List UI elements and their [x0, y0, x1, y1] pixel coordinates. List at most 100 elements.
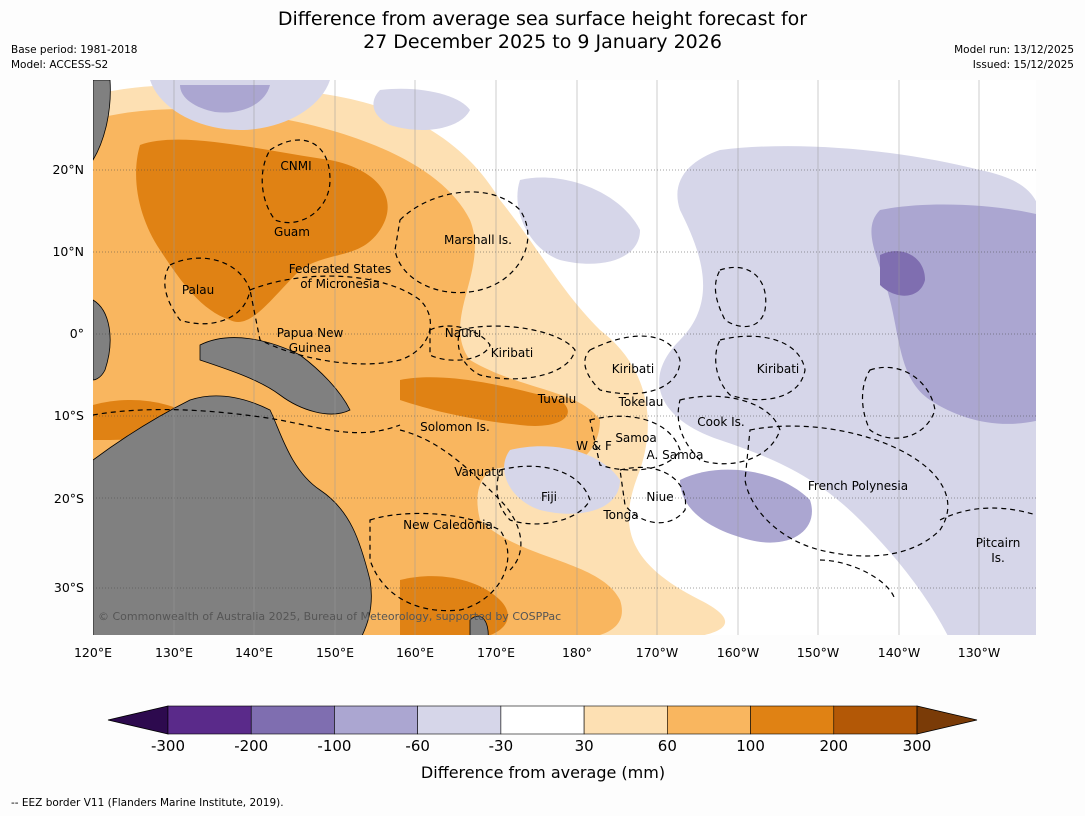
colorbar-tick: 100 [736, 737, 765, 755]
lon-label: 140°W [878, 645, 920, 660]
region-label: Kiribati [612, 362, 654, 376]
map-title: Difference from average sea surface heig… [0, 8, 1085, 54]
colorbar-segment [167, 705, 252, 735]
region-label: Niue [646, 490, 673, 504]
lon-label: 150°E [316, 645, 354, 660]
colorbar-tick: 200 [819, 737, 848, 755]
colorbar-tick: -60 [405, 737, 430, 755]
colorbar-tick: -30 [489, 737, 514, 755]
colorbar-segment [334, 705, 418, 735]
colorbar-segment [583, 705, 668, 735]
anomaly-region-dark-orange [400, 377, 568, 426]
lat-label: 10°S [54, 408, 84, 423]
lat-label: 0° [70, 326, 84, 341]
colorbar-tick: 60 [658, 737, 677, 755]
asia-landmass [93, 80, 111, 161]
lon-label: 120°E [74, 645, 112, 660]
region-label: Cook Is. [697, 415, 744, 429]
colorbar-extend-high [916, 705, 978, 735]
colorbar-segment [417, 705, 502, 735]
lon-label: 130°W [958, 645, 1000, 660]
region-label: Palau [182, 283, 214, 297]
title-line-2: 27 December 2025 to 9 January 2026 [363, 31, 722, 53]
eez-borders [93, 139, 1036, 612]
colorbar-tick: 300 [903, 737, 932, 755]
copyright-text: © Commonwealth of Australia 2025, Bureau… [98, 610, 561, 623]
model-run-info: Model run: 13/12/2025 Issued: 15/12/2025 [954, 43, 1074, 73]
region-label: Federated States [289, 262, 391, 276]
colorbar-segment [833, 705, 918, 735]
anomaly-region-light-purple [504, 446, 620, 514]
colorbar-segment [750, 705, 835, 735]
colorbar-segment [667, 705, 751, 735]
longitude-labels: 120°E 130°E 140°E 150°E 160°E 170°E 180° 170°W 1… [74, 645, 1000, 660]
lat-label: 20°N [52, 162, 84, 177]
colorbar-segment [500, 705, 585, 735]
colorbar: -300 -200 -100 -60 -30 30 60 100 200 300 [107, 705, 978, 755]
colorbar-label: Difference from average (mm) [421, 763, 665, 782]
sst-anomaly-fields: © Commonwealth of Australia 2025, Bureau… [93, 80, 1036, 635]
lat-label: 20°S [54, 491, 84, 506]
colorbar-tick: -300 [151, 737, 185, 755]
region-label: Solomon Is. [420, 420, 490, 434]
region-label: Marshall Is. [444, 233, 512, 247]
lon-label: 170°W [636, 645, 678, 660]
colorbar-tick: 30 [575, 737, 594, 755]
lon-label: 170°E [477, 645, 515, 660]
region-label: Pitcairn [976, 536, 1021, 550]
lat-label: 30°S [54, 580, 84, 595]
graticule [93, 169, 1036, 589]
new-zealand-landmass [469, 615, 489, 635]
region-label: A. Samoa [647, 448, 704, 462]
region-label: Vanuatu [454, 465, 504, 479]
title-line-1: Difference from average sea surface heig… [277, 8, 808, 30]
lon-label: 160°W [717, 645, 759, 660]
region-label: Kiribati [757, 362, 799, 376]
region-label: Guam [274, 225, 310, 239]
region-label: Tokelau [618, 395, 664, 409]
eez-legend: -- EEZ border V11 (Flanders Marine Insti… [11, 797, 284, 809]
new-guinea-landmass [199, 337, 351, 415]
meridians [173, 80, 980, 635]
lon-label: 130°E [155, 645, 193, 660]
anomaly-region-dark-orange [136, 139, 388, 322]
model-run: Model run: 13/12/2025 [954, 44, 1074, 56]
lon-label: 150°W [797, 645, 839, 660]
colorbar-segment [250, 705, 335, 735]
region-label: Papua New [277, 326, 344, 340]
region-label: Guinea [289, 341, 332, 355]
lat-label: 10°N [52, 244, 84, 259]
region-label: CNMI [280, 159, 311, 173]
region-label: Nauru [445, 326, 481, 340]
region-label: French Polynesia [808, 479, 908, 493]
base-period: Base period: 1981-2018 [11, 44, 138, 56]
latitude-labels: 20°N 10°N 0° 10°S 20°S 30°S [52, 162, 84, 595]
colorbar-tick: -100 [317, 737, 351, 755]
australia-landmass [93, 395, 372, 635]
model-name: Model: ACCESS-S2 [11, 59, 109, 71]
colorbar-tick: -200 [234, 737, 268, 755]
region-label: Kiribati [491, 346, 533, 360]
borneo-landmass [93, 299, 111, 381]
issued-date: Issued: 15/12/2025 [972, 59, 1074, 71]
region-label: Fiji [541, 490, 557, 504]
base-period-info: Base period: 1981-2018 Model: ACCESS-S2 [11, 43, 137, 73]
region-label: of Micronesia [300, 277, 380, 291]
region-label: Tuvalu [537, 392, 577, 406]
lon-label: 140°E [235, 645, 273, 660]
region-label: New Caledonia [403, 518, 493, 532]
region-label: Tonga [602, 508, 638, 522]
anomaly-region-medium-purple [180, 85, 270, 113]
colorbar-extend-low [107, 705, 169, 735]
anomaly-region-light-purple [373, 88, 470, 130]
anomaly-region-dark-purple [880, 251, 925, 296]
anomaly-region-light-purple [517, 177, 640, 264]
lon-label: 180° [562, 645, 592, 660]
anomaly-region-medium-purple [680, 469, 812, 543]
region-label: Is. [991, 551, 1005, 565]
lon-label: 160°E [396, 645, 434, 660]
region-label: W & F [576, 439, 612, 453]
region-label: Samoa [615, 431, 656, 445]
